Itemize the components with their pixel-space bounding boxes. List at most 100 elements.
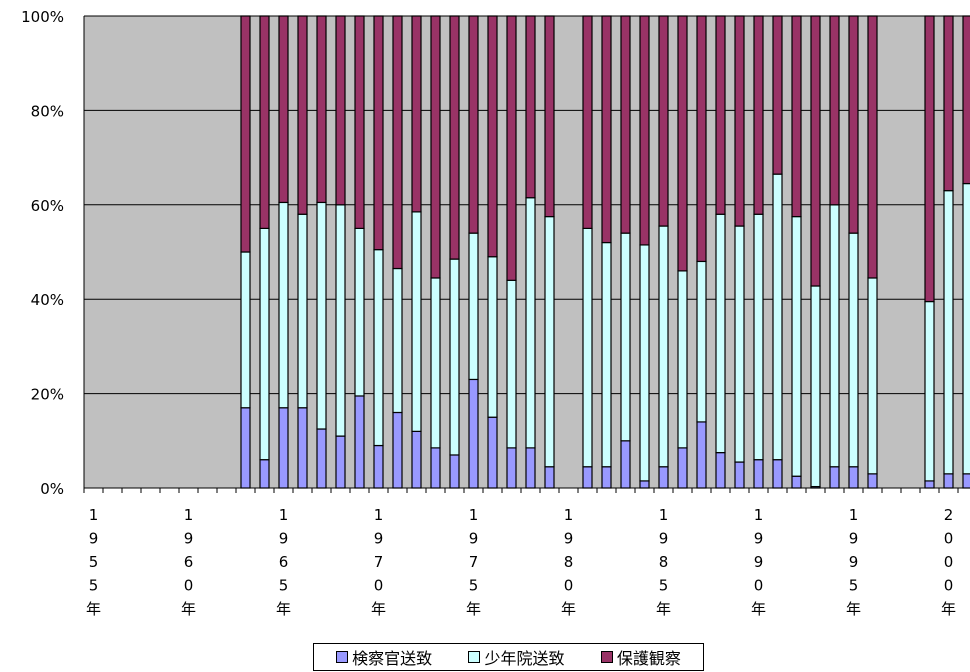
bar-segment: [449, 258, 460, 456]
bar-segment: [430, 15, 441, 279]
bar-segment: [411, 430, 422, 489]
bar-segment: [943, 473, 954, 489]
bar-segment: [601, 241, 612, 468]
x-tick-char: 9: [659, 530, 669, 548]
bar-segment: [297, 15, 308, 215]
bar-segment: [278, 407, 289, 489]
bar-segment: [525, 447, 536, 489]
bar-segment: [430, 277, 441, 449]
x-tick-char: 1: [754, 506, 764, 524]
bar-segment: [316, 201, 327, 430]
bar-segment: [696, 421, 707, 489]
legend-label: 検察官送致: [352, 649, 433, 668]
x-tick-char: 0: [944, 553, 954, 571]
bar-segment: [354, 395, 365, 489]
bar-segment: [297, 213, 308, 409]
bar-segment: [468, 232, 479, 381]
bar-segment: [658, 225, 669, 468]
bar-segment: [867, 473, 878, 489]
bar-segment: [354, 15, 365, 229]
bar-segment: [506, 447, 517, 489]
bar-segment: [506, 279, 517, 449]
x-tick-char: 9: [564, 530, 574, 548]
legend-item: 少年院送致: [468, 645, 565, 669]
bar-segment: [316, 15, 327, 204]
bar-segment: [506, 15, 517, 281]
x-tick-char: 年: [181, 600, 196, 618]
x-tick-char: 年: [371, 600, 386, 618]
x-tick-char: 1: [849, 506, 859, 524]
x-tick-char: 5: [849, 577, 859, 595]
bar-segment: [411, 15, 422, 213]
bar-segment: [449, 454, 460, 489]
bar-segment: [335, 435, 346, 489]
bar-segment: [544, 216, 555, 468]
bar-segment: [525, 15, 536, 199]
bar-segment: [525, 197, 536, 449]
x-tick-label: 2 0 0 0 年: [941, 506, 956, 618]
bar-segment: [810, 285, 821, 488]
bar-segment: [924, 480, 935, 489]
x-tick-char: 5: [89, 553, 99, 571]
bar-segment: [753, 15, 764, 215]
bar-segment: [810, 15, 821, 287]
x-ticks: [83, 488, 959, 493]
bar-segment: [259, 227, 270, 461]
bar-segment: [772, 173, 783, 461]
bar-segment: [582, 227, 593, 468]
bar-segment: [316, 428, 327, 489]
y-tick-label: 80%: [31, 102, 64, 120]
y-tick-label: 20%: [31, 386, 64, 404]
x-tick-char: 年: [466, 600, 481, 618]
bar-segment: [867, 277, 878, 475]
bar-segment: [639, 15, 650, 246]
stacked-bar-chart: 0%20%40%60%80%100% 1 9 5 5 年1 9 6 0 年1 9 6 5 年1 9 7 0 年1…: [21, 8, 970, 618]
bar-segment: [734, 15, 745, 227]
x-tick-char: 1: [184, 506, 194, 524]
x-tick-label: 1 9 7 5 年: [466, 506, 481, 618]
x-tick-char: 年: [561, 600, 576, 618]
y-tick-label: 40%: [31, 291, 64, 309]
bar-segment: [544, 15, 555, 218]
x-tick-label: 1 9 8 0 年: [561, 506, 576, 618]
x-tick-label: 1 9 9 5 年: [846, 506, 861, 618]
x-tick-char: 5: [659, 577, 669, 595]
x-tick-char: 5: [279, 577, 289, 595]
x-tick-char: 9: [279, 530, 289, 548]
bar-segment: [848, 466, 859, 489]
bar-segment: [259, 459, 270, 489]
bar-segment: [829, 204, 840, 468]
bar-segment: [392, 411, 403, 489]
x-tick-char: 9: [374, 530, 384, 548]
y-tick-label: 0%: [40, 480, 64, 498]
bar-segment: [753, 459, 764, 489]
bar-segment: [829, 15, 840, 206]
bar-segment: [715, 452, 726, 489]
x-tick-char: 6: [184, 553, 194, 571]
bar-segment: [487, 15, 498, 258]
bar-segment: [373, 15, 384, 251]
y-tick-label: 60%: [31, 197, 64, 215]
bar-segment: [962, 15, 970, 185]
bar-segment: [373, 444, 384, 489]
x-tick-char: 9: [469, 530, 479, 548]
legend-item: 検察官送致: [336, 645, 432, 669]
x-tick-char: 年: [276, 600, 291, 618]
bar-segment: [696, 15, 707, 263]
bar-segment: [639, 244, 650, 482]
bar-segment: [962, 473, 970, 489]
bar-segment: [715, 213, 726, 454]
bar-segment: [487, 256, 498, 418]
bar-segment: [468, 15, 479, 234]
bar-segment: [582, 466, 593, 489]
x-tick-char: 年: [941, 600, 956, 618]
bar-segment: [449, 15, 460, 260]
x-tick-char: 9: [754, 553, 764, 571]
x-tick-char: 9: [754, 530, 764, 548]
bar-segment: [278, 15, 289, 204]
x-tick-char: 2: [944, 506, 954, 524]
bar-segment: [734, 461, 745, 489]
x-tick-label: 1 9 6 5 年: [276, 506, 291, 618]
bar-segment: [240, 251, 251, 409]
x-tick-char: 1: [89, 506, 99, 524]
